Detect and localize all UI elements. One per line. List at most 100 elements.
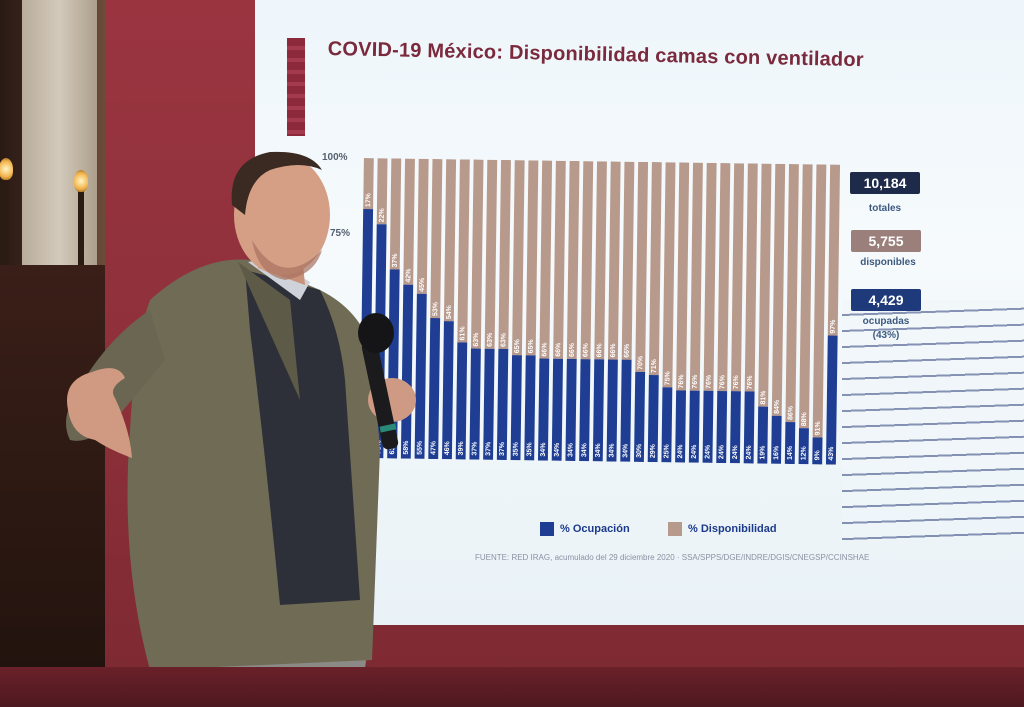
bar-occupation xyxy=(729,391,741,464)
microphone-head xyxy=(358,313,394,353)
bar-top-label: 63% xyxy=(473,332,480,347)
bar-bottom-label: 24% xyxy=(746,445,753,460)
bar-top-label: 76% xyxy=(678,374,685,389)
slide-right-stripes xyxy=(842,300,1024,540)
bar-bottom-label: 37% xyxy=(471,441,478,456)
bar-top-label: 76% xyxy=(719,374,726,389)
bar-availability xyxy=(758,163,772,407)
bar-occupation xyxy=(620,359,632,462)
bar-bottom-label: 24% xyxy=(705,444,712,459)
speaker-lapel xyxy=(238,262,300,400)
bar-availability xyxy=(443,159,457,322)
bar-top-label: 66% xyxy=(610,343,617,358)
bar-occupation xyxy=(469,348,481,460)
speaker-sweater xyxy=(245,270,360,605)
bar-occupation xyxy=(675,390,687,463)
bar-top-label: 86% xyxy=(787,405,794,420)
bar-availability xyxy=(376,158,388,225)
bar-bottom-label: 35% xyxy=(513,441,520,456)
bar-occupation xyxy=(661,387,673,463)
bar-bottom-label: 58% xyxy=(403,440,410,455)
bar-availability xyxy=(457,159,470,343)
bar-availability xyxy=(525,160,539,356)
bar-occupation xyxy=(579,359,591,462)
bar-top-label: 17% xyxy=(365,192,372,207)
bar-availability xyxy=(470,159,484,349)
microphone-handle xyxy=(361,340,399,450)
stat-total-value: 10,184 xyxy=(850,172,920,194)
bar-top-label: 22% xyxy=(379,207,386,222)
stat-occupied-value: 4,429 xyxy=(851,289,921,311)
slide-accent-bar xyxy=(287,38,305,136)
bar-top-label: 97% xyxy=(830,319,837,334)
bar-occupation xyxy=(688,390,700,463)
bar-availability xyxy=(416,158,429,294)
legend-availability: % Disponibilidad xyxy=(668,522,777,536)
bar-availability xyxy=(812,164,827,438)
lamp-post-left xyxy=(3,180,9,270)
slide-source-note: FUENTE: RED IRAG, acumulado del 29 dicie… xyxy=(475,553,870,562)
bar-top-label: 63% xyxy=(500,332,507,347)
bar-occupation xyxy=(551,358,564,461)
bar-occupation xyxy=(565,358,577,462)
stat-occupied-caption: ocupadas xyxy=(862,316,910,327)
bar-bottom-label: 9% xyxy=(814,449,821,460)
bar-bottom-label: 19% xyxy=(759,445,766,460)
bar-occupation xyxy=(524,355,536,461)
bar-occupation xyxy=(428,317,441,460)
bar-bottom-label: 47% xyxy=(430,440,437,455)
legend-availability-label: % Disponibilidad xyxy=(688,523,777,535)
bar-availability xyxy=(717,163,731,392)
microphone-ring xyxy=(379,423,397,433)
bar-top-label: 66% xyxy=(569,342,576,357)
bar-bottom-label: 34% xyxy=(581,442,588,457)
speaker-head xyxy=(234,155,330,275)
bar-availability xyxy=(703,162,717,391)
bar-top-label: 45% xyxy=(419,277,426,292)
bar-top-label: 66% xyxy=(624,343,631,358)
wooden-cabinet xyxy=(0,265,105,707)
bar-top-label: 65% xyxy=(514,338,521,353)
bar-availability xyxy=(785,163,799,423)
bar-availability xyxy=(566,160,580,360)
bar-top-label: 84% xyxy=(774,399,781,414)
y-label-100: 100% xyxy=(322,152,348,163)
bar-bottom-label: 14% xyxy=(787,445,794,460)
occupancy-bar-chart: 17%83%22%78%37%63%42%58%45%55%53%47%54%4… xyxy=(359,158,841,465)
bar-availability xyxy=(430,158,443,319)
bar-top-label: 37% xyxy=(392,253,399,268)
bar-bottom-label: 34% xyxy=(609,443,616,458)
bar-occupation xyxy=(442,321,454,460)
bar-bottom-label: 34% xyxy=(595,442,602,457)
bar-occupation xyxy=(757,406,769,464)
bar-availability xyxy=(648,162,662,376)
bar-occupation xyxy=(784,421,796,465)
legend-availability-swatch xyxy=(668,522,682,536)
bar-top-label: 61% xyxy=(459,326,466,341)
bar-top-label: 81% xyxy=(760,390,767,405)
bar-bottom-label: 35% xyxy=(526,442,533,457)
bar-availability xyxy=(662,162,676,388)
bar-bottom-label: 30% xyxy=(636,443,643,458)
bar-occupation xyxy=(798,428,809,465)
bar-occupation xyxy=(716,390,728,464)
floor-edge xyxy=(0,667,1024,707)
legend-occupation: % Ocupación xyxy=(540,522,630,536)
bar-top-label: 71% xyxy=(651,358,658,373)
bar-occupation xyxy=(633,371,646,462)
speaker-left-hand xyxy=(67,368,132,458)
bar-availability xyxy=(635,161,649,372)
bar-bottom-label: 34% xyxy=(540,442,547,457)
bar-bottom-label: 34% xyxy=(554,442,561,457)
bar-bottom-label: 29% xyxy=(650,443,657,458)
bar-bottom-label: 43% xyxy=(828,446,835,461)
bar-top-label: 76% xyxy=(706,374,713,389)
bar-bottom-label: 55% xyxy=(417,440,424,455)
bar-availability xyxy=(689,162,703,391)
bar-bottom-label: 37% xyxy=(499,441,506,456)
bar-occupation xyxy=(592,359,605,462)
bar-availability xyxy=(484,159,498,349)
bar-occupation xyxy=(771,415,782,464)
bar-occupation xyxy=(812,437,823,465)
